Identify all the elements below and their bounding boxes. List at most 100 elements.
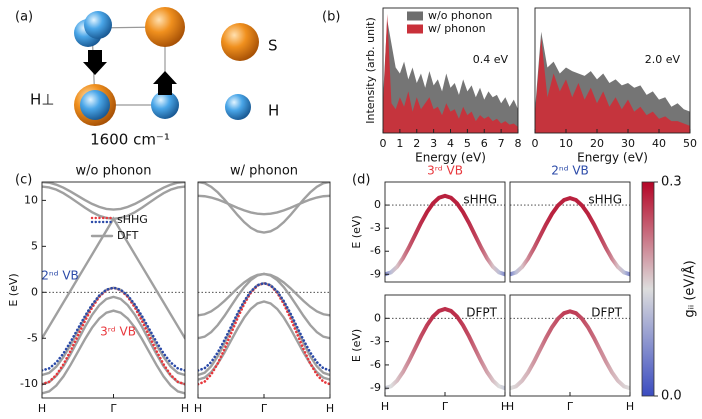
x-tick-label: 40	[652, 137, 666, 150]
x-tick-label: H	[194, 402, 202, 415]
legend-swatch	[407, 24, 423, 34]
plot-label: sHHG	[463, 193, 497, 207]
x-tick-label: 0	[532, 137, 539, 150]
y-tick-label: -3	[370, 221, 381, 234]
y-axis-label: E (eV)	[350, 329, 363, 362]
plot-label: DFPT	[591, 306, 622, 320]
x-tick-label: H	[326, 402, 334, 415]
x-tick-label: H	[501, 400, 509, 413]
legend-label: DFT	[117, 229, 139, 242]
mode-label: H⊥	[30, 91, 54, 109]
band-line	[198, 300, 330, 381]
legend-label: w/ phonon	[428, 22, 486, 35]
chart-title: 3ʳᵈ VB	[427, 164, 463, 178]
x-tick-label: H	[38, 402, 46, 415]
y-tick-label: -6	[370, 244, 381, 257]
x-tick-label: 1	[396, 137, 403, 150]
frequency-label: 1600 cm⁻¹	[90, 131, 170, 149]
legend-label: H	[268, 102, 279, 120]
band-line	[198, 281, 330, 386]
y-tick-label: -5	[27, 331, 38, 344]
chart-title: w/o phonon	[76, 164, 152, 179]
band-line	[42, 185, 185, 220]
x-tick-label: 20	[590, 137, 604, 150]
band-line	[42, 182, 185, 211]
x-tick-label: 30	[621, 137, 635, 150]
arrow	[83, 62, 107, 75]
legend-swatch	[407, 11, 423, 21]
arrow	[158, 84, 172, 95]
x-tick-label: H	[626, 400, 634, 413]
plot-area	[198, 182, 330, 386]
x-tick-label: 5	[464, 137, 471, 150]
y-tick-label: -6	[370, 358, 381, 371]
h-atom	[84, 11, 112, 39]
colorbar-tick-label: 0.0	[661, 389, 682, 404]
panel-label: (d)	[352, 173, 370, 188]
y-tick-label: -10	[20, 377, 38, 390]
band-line	[510, 196, 630, 277]
band-line	[510, 309, 630, 391]
series-label: 2ⁿᵈ VB	[41, 269, 79, 283]
plot-label: DFPT	[466, 306, 497, 320]
plot-label: sHHG	[588, 193, 622, 207]
h-atom	[80, 90, 110, 120]
annotation: 2.0 eV	[645, 53, 681, 66]
band-line	[198, 272, 330, 317]
panel-label: (a)	[15, 10, 33, 25]
spectrum-area	[383, 13, 518, 133]
x-tick-label: H	[381, 400, 389, 413]
plot-area	[510, 196, 630, 277]
annotation: 0.4 eV	[473, 53, 509, 66]
x-tick-label: 4	[447, 137, 454, 150]
y-tick-label: 5	[31, 239, 38, 252]
legend-label: sHHG	[117, 213, 148, 226]
s-atom	[145, 7, 185, 47]
x-axis-label: Energy (eV)	[415, 151, 486, 165]
plot-area	[535, 31, 690, 133]
h-atom	[151, 91, 179, 119]
panel-label: (c)	[15, 173, 32, 188]
y-tick-label: 10	[24, 193, 38, 206]
y-tick-label: -9	[370, 381, 381, 394]
colorbar-tick-label: 0.3	[661, 175, 682, 190]
band-line	[198, 194, 330, 216]
chart-title: 2ⁿᵈ VB	[551, 164, 589, 178]
axes-frame	[384, 181, 506, 283]
x-tick-label: Γ	[110, 402, 117, 415]
legend-s-atom	[221, 23, 259, 61]
band-line	[42, 286, 185, 377]
x-tick-label: H	[181, 402, 189, 415]
spectrum-area	[535, 37, 690, 133]
band-line	[385, 306, 505, 391]
band-line	[42, 309, 185, 395]
band-line	[198, 281, 330, 372]
band-line	[385, 193, 505, 277]
plot-area	[42, 182, 185, 395]
x-tick-label: 8	[515, 137, 522, 150]
molecule-diagram: H⊥ 1600 cm⁻¹ S H	[30, 7, 279, 149]
x-tick-label: 2	[413, 137, 420, 150]
x-tick-label: H	[506, 400, 514, 413]
band-line	[42, 286, 185, 372]
x-tick-label: Γ	[442, 400, 449, 413]
y-axis-label: E (eV)	[7, 273, 20, 306]
x-tick-label: 6	[481, 137, 488, 150]
y-tick-label: -3	[370, 335, 381, 348]
y-tick-label: 0	[374, 198, 381, 211]
x-tick-label: 0	[380, 137, 387, 150]
x-tick-label: 10	[559, 137, 573, 150]
y-axis-label: Intensity (arb. unit)	[364, 17, 377, 124]
x-tick-label: Γ	[567, 400, 574, 413]
band-line	[198, 182, 330, 234]
y-axis-label: E (eV)	[350, 215, 363, 248]
plot-area	[383, 13, 518, 133]
plot-area	[385, 306, 505, 391]
plot-area	[385, 193, 505, 277]
legend-label: w/o phonon	[428, 9, 492, 22]
x-tick-label: 50	[683, 137, 697, 150]
axes-frame	[509, 181, 631, 283]
series-label: 3ʳᵈ VB	[100, 325, 136, 339]
